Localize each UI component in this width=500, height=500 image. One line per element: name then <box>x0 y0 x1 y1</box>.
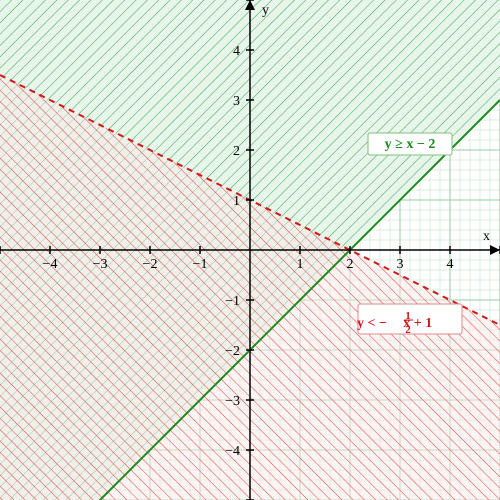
y-axis-label: y <box>262 3 269 18</box>
svg-text:1: 1 <box>233 194 240 209</box>
svg-text:−1: −1 <box>193 257 208 272</box>
inequality-chart: −4 −3 −2 −1 1 2 3 4 −4 −3 −2 −1 1 2 3 4 y ≥ x − 2 y < −… <box>0 0 500 500</box>
inequality-label-red: y < −12 x + 1 <box>357 304 462 336</box>
svg-text:3: 3 <box>397 257 404 272</box>
svg-text:−4: −4 <box>43 257 58 272</box>
svg-text:−2: −2 <box>225 344 240 359</box>
svg-text:2: 2 <box>347 257 354 272</box>
svg-text:2: 2 <box>233 144 240 159</box>
x-axis-label: x <box>483 229 490 244</box>
svg-text:−3: −3 <box>225 394 240 409</box>
svg-text:4: 4 <box>447 257 454 272</box>
svg-text:−2: −2 <box>143 257 158 272</box>
svg-text:−3: −3 <box>93 257 108 272</box>
inequality-label-green: y ≥ x − 2 <box>368 133 452 155</box>
svg-text:−1: −1 <box>225 294 240 309</box>
svg-text:3: 3 <box>233 94 240 109</box>
svg-text:4: 4 <box>233 44 240 59</box>
svg-text:1: 1 <box>297 257 304 272</box>
svg-text:−4: −4 <box>225 444 240 459</box>
svg-text:y ≥ x − 2: y ≥ x − 2 <box>385 137 436 152</box>
